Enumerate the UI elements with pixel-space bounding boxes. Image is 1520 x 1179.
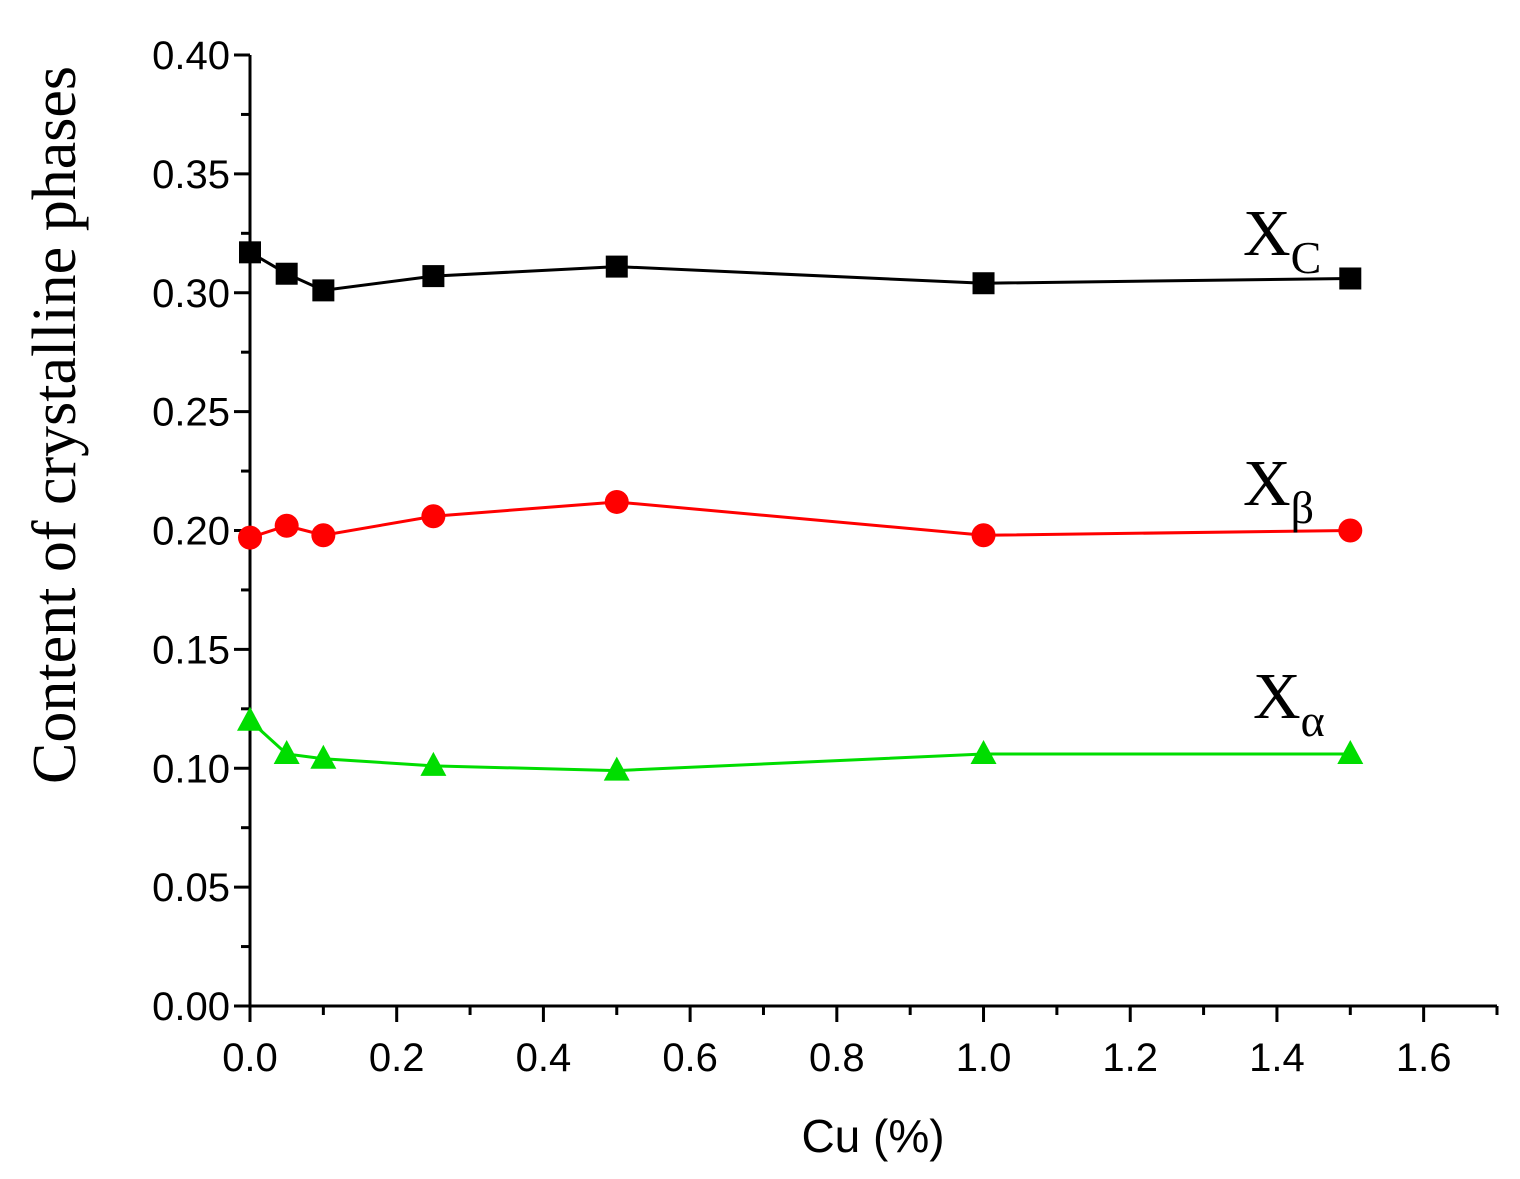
data-point-circle [971,523,996,548]
x-tick-label: 0.2 [369,1036,425,1080]
series-label: XC [1243,197,1321,283]
data-point-circle [604,489,629,514]
data-point-triangle [970,739,997,764]
y-tick-label: 0.15 [152,628,230,672]
series-label-main: X [1253,660,1301,733]
y-tick-label: 0.20 [152,510,230,554]
data-point-circle [238,525,262,550]
y-tick-label: 0.05 [152,866,230,910]
x-tick-label: 0.4 [516,1036,572,1080]
x-tick-label: 1.6 [1396,1036,1452,1080]
x-tick-label: 0.8 [809,1036,865,1080]
axes: 0.00 0.05 0.10 0.15 0.20 0.25 0.30 0.35 0.40 0.0 0… [152,34,1499,1080]
y-tick-label: 0.10 [152,747,230,791]
series-square [239,241,1362,302]
data-point-square [239,241,261,264]
data-point-square [972,272,995,295]
series-label: Xα [1253,660,1325,746]
x-tick-label: 1.0 [956,1036,1012,1080]
data-point-triangle [310,744,337,769]
y-axis-title: Content of crystalline phases [21,66,89,784]
series-line [249,500,1351,540]
data-point-square [605,255,628,278]
data-point-circle [1338,518,1363,543]
data-point-square [422,265,445,288]
data-point-square [1339,267,1362,290]
data-point-triangle [237,706,263,731]
series-label-subscript: C [1291,232,1322,283]
x-tick-label: 1.4 [1249,1036,1305,1080]
x-axis-title: Cu (%) [801,1110,944,1162]
series-label-main: X [1243,197,1291,270]
x-tick-label: 1.2 [1102,1036,1158,1080]
series-triangle [237,706,1364,781]
data-point-triangle [1337,739,1364,764]
series-group [237,241,1364,781]
series-label-main: X [1243,447,1291,520]
series-label: Xβ [1243,447,1314,533]
series-line [249,251,1351,292]
data-point-triangle [273,739,300,764]
y-tick-label: 0.00 [152,985,230,1029]
data-point-square [275,262,298,285]
series-label-subscript: β [1291,482,1314,533]
y-tick-label: 0.35 [152,153,230,197]
x-tick-label: 0.6 [662,1036,718,1080]
series-line [248,719,1351,773]
labels-group: Cu (%)Content of crystalline phases XCXβX… [21,66,1325,1162]
series-label-subscript: α [1301,695,1325,746]
data-point-triangle [420,751,447,776]
x-tick-label: 0.0 [222,1036,278,1080]
data-point-triangle [603,756,630,781]
data-point-circle [311,523,336,548]
y-tick-label: 0.30 [152,272,230,316]
y-tick-label: 0.25 [152,391,230,435]
series-circle [238,489,1363,550]
y-tick-label: 0.40 [152,34,230,78]
data-point-circle [421,504,446,529]
data-point-circle [274,513,299,538]
data-point-square [312,279,335,302]
